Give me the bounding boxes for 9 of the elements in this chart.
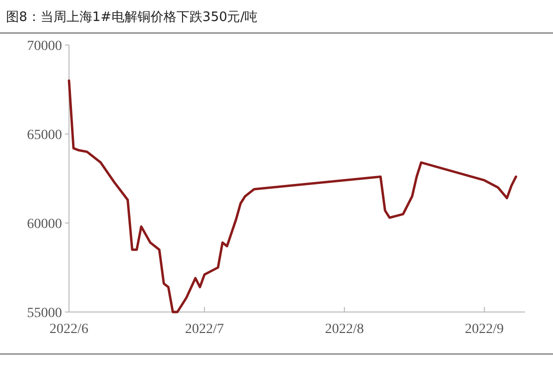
y-tick-label: 70000 [27, 39, 62, 54]
x-tick-label: 2022/9 [464, 322, 504, 337]
x-tick-label: 2022/7 [185, 322, 224, 337]
x-tick-label: 2022/8 [324, 322, 364, 337]
x-tick-label: 2022/6 [50, 322, 88, 337]
y-tick-label: 55000 [27, 306, 62, 321]
y-tick-label: 65000 [27, 128, 62, 143]
chart-title: 图8：当周上海1#电解铜价格下跌350元/吨 [6, 10, 258, 25]
y-tick-label: 60000 [27, 217, 62, 232]
